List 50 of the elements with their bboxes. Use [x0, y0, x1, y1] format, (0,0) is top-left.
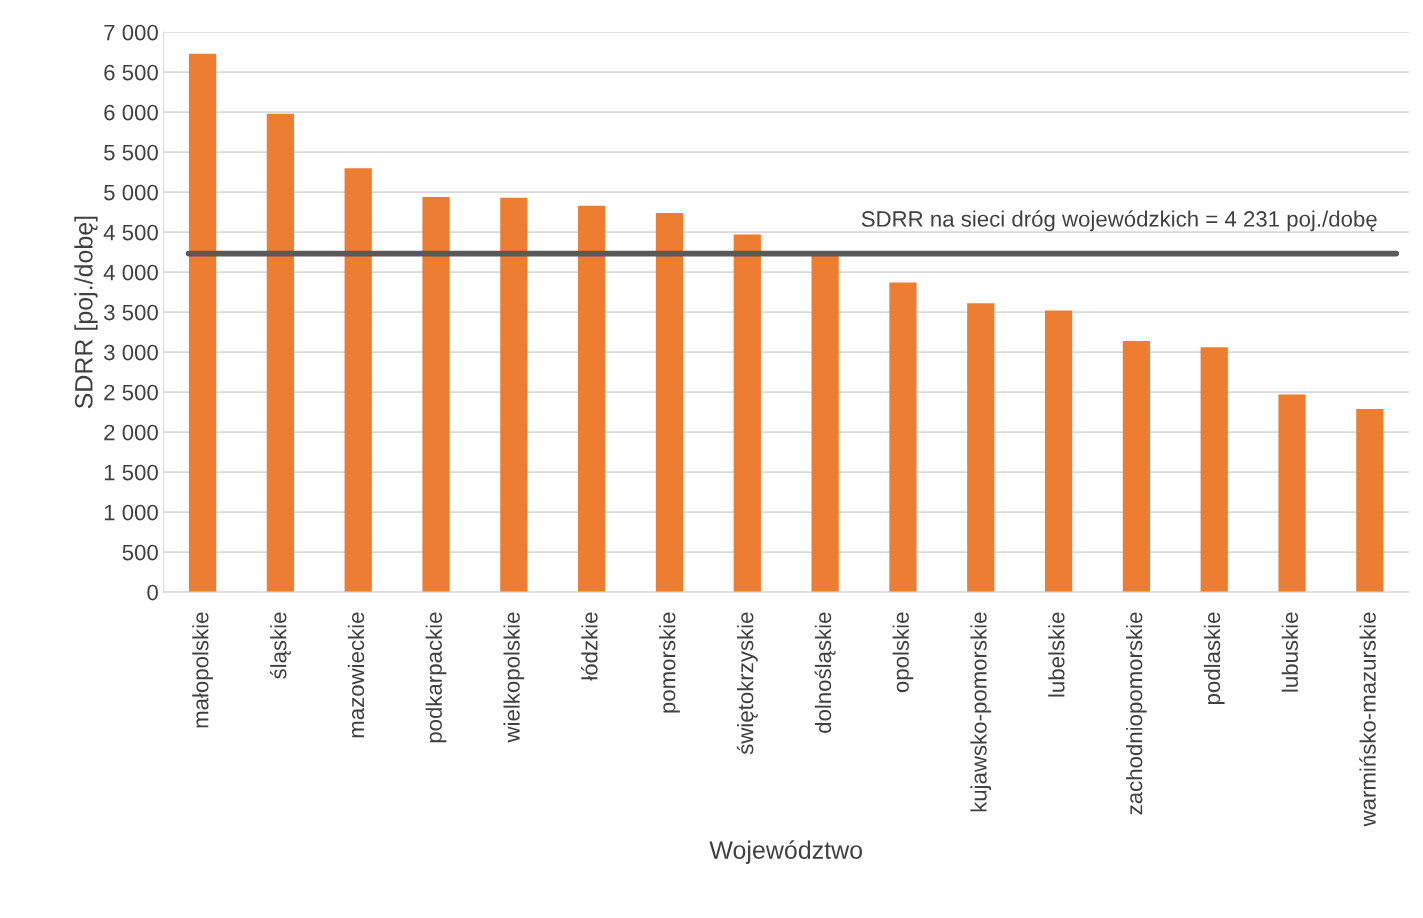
- bar: [1278, 394, 1306, 593]
- x-tick-label: lubuskie: [1281, 612, 1298, 692]
- y-tick-label: 3 500: [104, 304, 158, 321]
- x-tick-label: podkarpackie: [425, 612, 447, 743]
- y-tick-label: 6 000: [104, 104, 158, 121]
- y-tick-label: 2 000: [104, 424, 158, 441]
- y-tick-label: 5 500: [104, 144, 158, 161]
- y-tick-label: 1 500: [104, 464, 158, 481]
- bar: [811, 255, 839, 593]
- y-axis-title: SDRR [poj./dobę]: [74, 216, 98, 409]
- x-tick-label: kujawsko-pomorskie: [970, 612, 992, 812]
- y-tick-label: 4 000: [103, 264, 158, 281]
- x-tick-label: dolnośląskie: [814, 612, 836, 733]
- y-tick-label: 500: [122, 544, 158, 561]
- bar: [967, 303, 995, 593]
- y-tick-label: 6 500: [104, 64, 158, 81]
- bar: [1122, 340, 1151, 593]
- x-tick-label: małopolskie: [192, 612, 213, 728]
- y-tick-label: 4 500: [103, 224, 158, 241]
- bar: [1044, 310, 1073, 593]
- bar: [1356, 408, 1384, 593]
- y-tick-label: 3 000: [104, 344, 158, 361]
- ref-line-label: SDRR na sieci dróg wojewódzkich = 4 231 poj./dobę: [861, 210, 1377, 232]
- y-tick-label: 7 000: [104, 24, 158, 41]
- y-tick-label: 0: [147, 584, 158, 601]
- x-tick-label: pomorskie: [659, 612, 680, 713]
- y-tick-label: 2 500: [104, 384, 158, 401]
- x-tick-label: wielkopolskie: [503, 612, 525, 743]
- x-axis-title: Województwo: [709, 840, 863, 864]
- bar: [422, 196, 450, 593]
- bar: [733, 234, 761, 593]
- x-tick-label: łódzkie: [581, 612, 598, 681]
- x-tick-label: zachodniopomorskie: [1126, 612, 1147, 815]
- x-tick-label: podlaskie: [1203, 612, 1225, 705]
- x-tick-label: warmińsko-mazurskie: [1359, 612, 1376, 827]
- y-tick-label: 5 000: [104, 184, 158, 201]
- bar: [889, 282, 917, 593]
- bar: [344, 168, 372, 593]
- y-tick-label: 1 000: [104, 504, 158, 521]
- bar: [500, 197, 528, 593]
- x-tick-label: świętokrzyskie: [736, 612, 758, 755]
- bar: [578, 205, 606, 593]
- x-tick-label: lubelskie: [1048, 612, 1065, 697]
- bar: [266, 113, 294, 593]
- x-tick-label: śląskie: [269, 612, 291, 679]
- bar: [188, 53, 217, 593]
- bar: [1200, 347, 1228, 593]
- x-tick-label: mazowieckie: [347, 612, 365, 738]
- x-tick-label: opolskie: [892, 612, 914, 693]
- bar: [655, 212, 684, 593]
